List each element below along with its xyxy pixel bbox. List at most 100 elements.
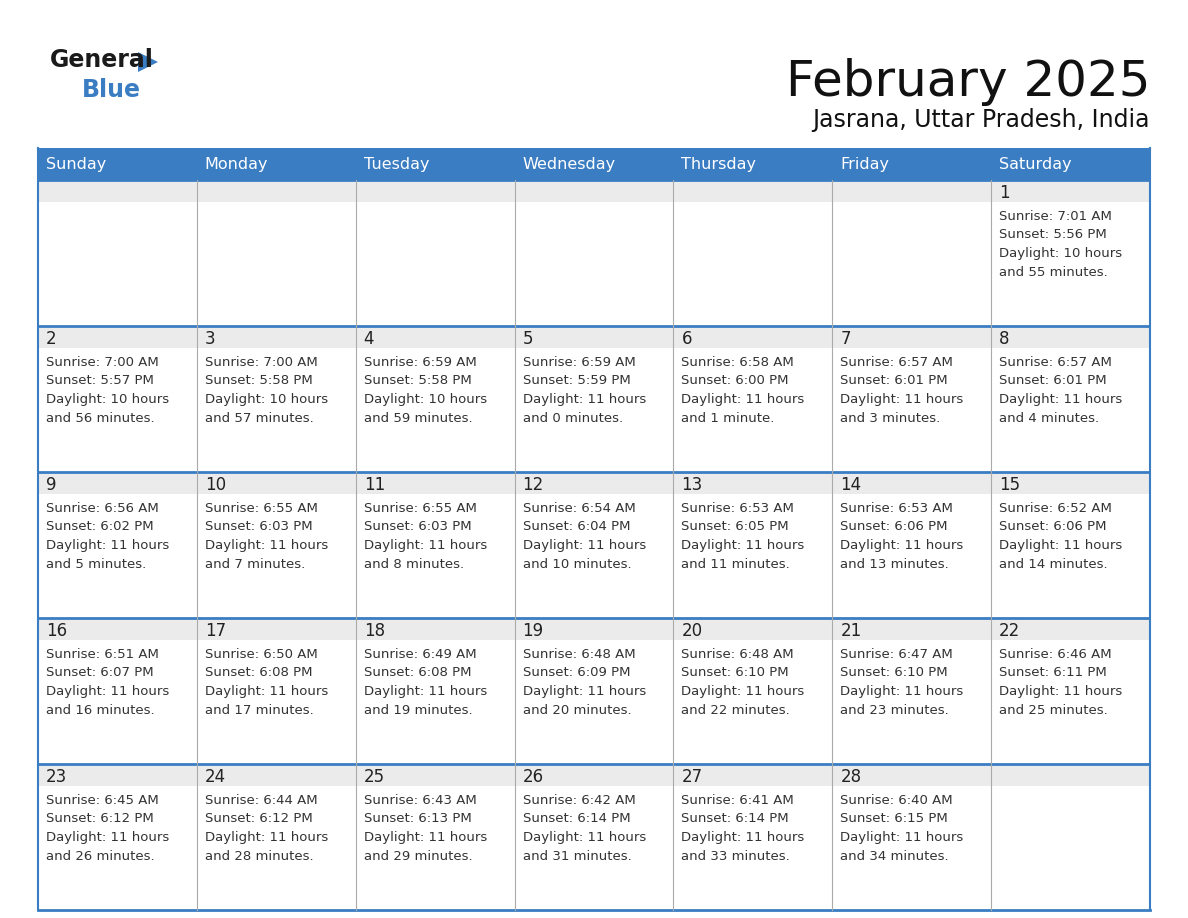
Text: 3: 3 [204,330,215,348]
Text: Tuesday: Tuesday [364,156,429,172]
Text: and 19 minutes.: and 19 minutes. [364,703,473,717]
Bar [197,640,355,764]
Text: Sunset: 6:13 PM: Sunset: 6:13 PM [364,812,472,825]
Text: and 59 minutes.: and 59 minutes. [364,411,473,424]
Text: 25: 25 [364,768,385,786]
Bar [38,764,197,786]
Text: 10: 10 [204,476,226,494]
Text: Sunrise: 7:00 AM: Sunrise: 7:00 AM [46,356,159,369]
Bar [674,786,833,910]
Text: Sunrise: 6:56 AM: Sunrise: 6:56 AM [46,502,159,515]
Bar [991,618,1150,640]
Bar [355,180,514,202]
Text: Sunrise: 6:45 AM: Sunrise: 6:45 AM [46,794,159,807]
Bar [674,180,833,202]
Text: Daylight: 11 hours: Daylight: 11 hours [46,685,169,698]
Text: Sunset: 6:09 PM: Sunset: 6:09 PM [523,666,630,679]
Text: and 4 minutes.: and 4 minutes. [999,411,1099,424]
Text: 11: 11 [364,476,385,494]
Bar [197,618,355,640]
Text: Sunset: 6:03 PM: Sunset: 6:03 PM [204,521,312,533]
Text: 24: 24 [204,768,226,786]
Text: 17: 17 [204,622,226,640]
Text: and 13 minutes.: and 13 minutes. [840,557,949,570]
Text: 19: 19 [523,622,544,640]
Text: 22: 22 [999,622,1020,640]
Text: 7: 7 [840,330,851,348]
Bar [674,348,833,472]
Text: and 20 minutes.: and 20 minutes. [523,703,631,717]
Text: and 7 minutes.: and 7 minutes. [204,557,305,570]
Text: 28: 28 [840,768,861,786]
Text: Daylight: 11 hours: Daylight: 11 hours [682,831,804,844]
Text: Sunset: 6:07 PM: Sunset: 6:07 PM [46,666,153,679]
Text: 21: 21 [840,622,861,640]
Bar [833,348,991,472]
Bar [355,786,514,910]
Bar [197,348,355,472]
Bar [991,786,1150,910]
Text: Sunset: 6:06 PM: Sunset: 6:06 PM [840,521,948,533]
Bar [38,494,197,618]
Text: Sunset: 6:14 PM: Sunset: 6:14 PM [523,812,630,825]
Text: and 26 minutes.: and 26 minutes. [46,849,154,863]
Text: Sunset: 5:58 PM: Sunset: 5:58 PM [364,375,472,387]
Bar [38,148,1150,180]
Bar [674,326,833,348]
Text: Sunrise: 6:58 AM: Sunrise: 6:58 AM [682,356,795,369]
Bar [674,764,833,786]
Text: Sunset: 6:01 PM: Sunset: 6:01 PM [999,375,1107,387]
Text: Sunset: 6:15 PM: Sunset: 6:15 PM [840,812,948,825]
Text: 2: 2 [46,330,57,348]
Text: Sunrise: 6:48 AM: Sunrise: 6:48 AM [523,648,636,661]
Text: Sunset: 6:08 PM: Sunset: 6:08 PM [364,666,472,679]
Text: Sunrise: 6:47 AM: Sunrise: 6:47 AM [840,648,953,661]
Text: Sunrise: 6:40 AM: Sunrise: 6:40 AM [840,794,953,807]
Bar [38,180,197,202]
Bar [991,180,1150,202]
Text: 26: 26 [523,768,544,786]
Text: Sunset: 5:59 PM: Sunset: 5:59 PM [523,375,631,387]
Text: Thursday: Thursday [682,156,757,172]
Text: and 33 minutes.: and 33 minutes. [682,849,790,863]
Text: Sunset: 6:12 PM: Sunset: 6:12 PM [204,812,312,825]
Text: and 25 minutes.: and 25 minutes. [999,703,1108,717]
Bar [674,618,833,640]
Text: Sunrise: 6:43 AM: Sunrise: 6:43 AM [364,794,476,807]
Text: and 0 minutes.: and 0 minutes. [523,411,623,424]
Polygon shape [138,52,158,72]
Text: Sunrise: 6:59 AM: Sunrise: 6:59 AM [523,356,636,369]
Text: and 11 minutes.: and 11 minutes. [682,557,790,570]
Text: Sunset: 6:08 PM: Sunset: 6:08 PM [204,666,312,679]
Text: Daylight: 11 hours: Daylight: 11 hours [364,539,487,552]
Text: 14: 14 [840,476,861,494]
Text: Sunset: 6:10 PM: Sunset: 6:10 PM [840,666,948,679]
Text: Daylight: 11 hours: Daylight: 11 hours [46,539,169,552]
Text: Sunset: 5:56 PM: Sunset: 5:56 PM [999,229,1107,241]
Text: 12: 12 [523,476,544,494]
Text: 23: 23 [46,768,68,786]
Bar [514,640,674,764]
Text: Sunset: 6:04 PM: Sunset: 6:04 PM [523,521,630,533]
Bar [991,640,1150,764]
Text: Monday: Monday [204,156,268,172]
Bar [514,786,674,910]
Text: Sunrise: 6:57 AM: Sunrise: 6:57 AM [840,356,953,369]
Text: Sunset: 6:05 PM: Sunset: 6:05 PM [682,521,789,533]
Text: and 34 minutes.: and 34 minutes. [840,849,949,863]
Bar [38,202,197,326]
Text: and 14 minutes.: and 14 minutes. [999,557,1107,570]
Text: Sunrise: 6:59 AM: Sunrise: 6:59 AM [364,356,476,369]
Text: and 23 minutes.: and 23 minutes. [840,703,949,717]
Text: Sunrise: 6:53 AM: Sunrise: 6:53 AM [682,502,795,515]
Bar [833,202,991,326]
Text: 18: 18 [364,622,385,640]
Text: Daylight: 11 hours: Daylight: 11 hours [840,393,963,406]
Text: Daylight: 10 hours: Daylight: 10 hours [999,247,1123,260]
Bar [197,202,355,326]
Text: 20: 20 [682,622,702,640]
Bar [514,326,674,348]
Text: and 1 minute.: and 1 minute. [682,411,775,424]
Bar [38,348,197,472]
Text: Daylight: 11 hours: Daylight: 11 hours [682,685,804,698]
